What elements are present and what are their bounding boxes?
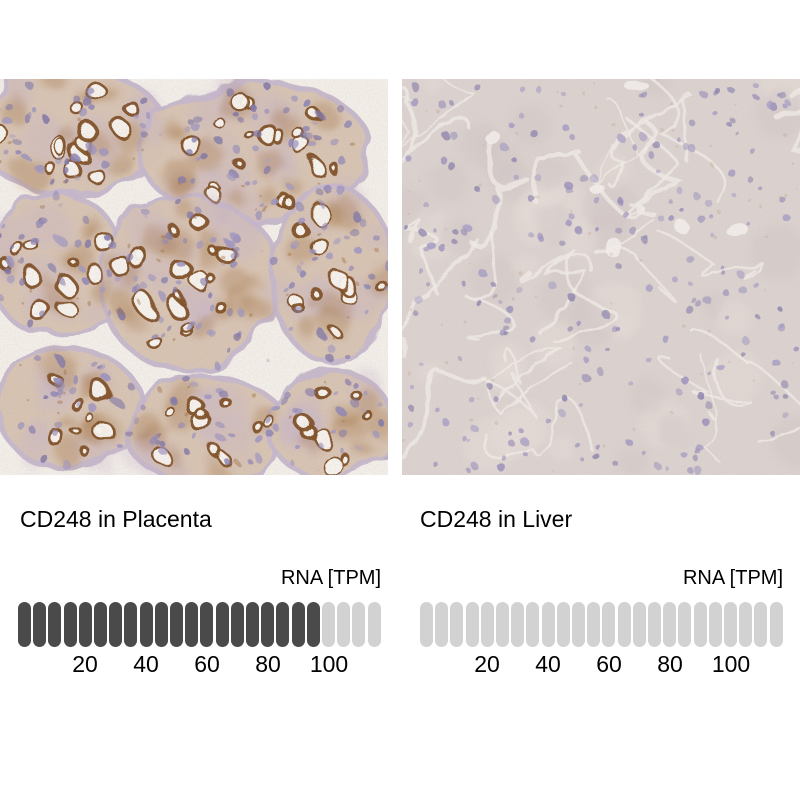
tpm-segment bbox=[572, 602, 586, 647]
axis-tick: 60 bbox=[596, 651, 622, 677]
rna-tpm-axis: 20 40 60 80 100 bbox=[18, 651, 381, 681]
tpm-segment bbox=[739, 602, 753, 647]
tpm-segment bbox=[139, 602, 153, 647]
panel-title-placenta: CD248 in Placenta bbox=[20, 506, 212, 532]
placenta-ihc-micrograph bbox=[0, 79, 388, 475]
axis-tick: 80 bbox=[657, 651, 683, 677]
liver-ihc-micrograph bbox=[402, 79, 800, 475]
tpm-segment bbox=[18, 602, 31, 647]
tpm-segment bbox=[435, 602, 449, 647]
tpm-segment bbox=[663, 602, 677, 647]
tpm-segment bbox=[480, 602, 494, 647]
tpm-segment bbox=[200, 602, 214, 647]
tpm-segment bbox=[708, 602, 722, 647]
tpm-segment bbox=[352, 602, 366, 647]
tpm-segment bbox=[587, 602, 601, 647]
tpm-segment bbox=[109, 602, 123, 647]
tpm-segment bbox=[124, 602, 138, 647]
tpm-segment bbox=[420, 602, 433, 647]
tpm-segment bbox=[48, 602, 62, 647]
tpm-segment bbox=[648, 602, 662, 647]
tpm-segment bbox=[450, 602, 464, 647]
tpm-segment bbox=[185, 602, 199, 647]
tpm-segment bbox=[602, 602, 616, 647]
tpm-segment bbox=[496, 602, 510, 647]
tpm-segment bbox=[556, 602, 570, 647]
tpm-segment bbox=[78, 602, 92, 647]
tpm-segment bbox=[261, 602, 275, 647]
tpm-segment bbox=[678, 602, 692, 647]
tpm-segment bbox=[215, 602, 229, 647]
tpm-segment bbox=[526, 602, 540, 647]
tpm-segment bbox=[306, 602, 320, 647]
tpm-segment bbox=[291, 602, 305, 647]
tpm-segment bbox=[724, 602, 738, 647]
panel-title-liver: CD248 in Liver bbox=[420, 506, 573, 532]
tpm-segment bbox=[465, 602, 479, 647]
tpm-segment bbox=[33, 602, 47, 647]
tpm-segment bbox=[754, 602, 768, 647]
tpm-segment bbox=[154, 602, 168, 647]
tpm-segment bbox=[769, 602, 783, 647]
rna-unit-label: RNA [TPM] bbox=[280, 567, 381, 589]
rna-tpm-axis: 20 40 60 80 100 bbox=[420, 651, 783, 681]
tpm-segment bbox=[511, 602, 525, 647]
tpm-segment bbox=[230, 602, 244, 647]
axis-tick: 100 bbox=[711, 651, 751, 677]
tpm-segment bbox=[63, 602, 77, 647]
tpm-segment bbox=[322, 602, 336, 647]
tpm-segment bbox=[94, 602, 108, 647]
axis-tick: 100 bbox=[309, 651, 349, 677]
axis-tick: 20 bbox=[72, 651, 98, 677]
tpm-segment bbox=[693, 602, 707, 647]
tpm-segment bbox=[367, 602, 381, 647]
tpm-segment bbox=[617, 602, 631, 647]
axis-tick: 40 bbox=[133, 651, 159, 677]
rna-tpm-bar-area-liver: RNA [TPM] 20 40 60 80 100 bbox=[420, 567, 783, 681]
tpm-segment bbox=[276, 602, 290, 647]
tpm-segment bbox=[632, 602, 646, 647]
axis-tick: 20 bbox=[474, 651, 500, 677]
tpm-segment bbox=[246, 602, 260, 647]
rna-unit-label: RNA [TPM] bbox=[682, 567, 783, 589]
tpm-segment bbox=[541, 602, 555, 647]
rna-tpm-segment-bar bbox=[18, 602, 381, 647]
axis-tick: 60 bbox=[194, 651, 220, 677]
tpm-segment bbox=[170, 602, 184, 647]
tpm-segment bbox=[337, 602, 351, 647]
rna-tpm-bar-area-placenta: RNA [TPM] 20 40 60 80 100 bbox=[18, 567, 381, 681]
axis-tick: 40 bbox=[535, 651, 561, 677]
axis-tick: 80 bbox=[255, 651, 281, 677]
rna-tpm-segment-bar bbox=[420, 602, 783, 647]
